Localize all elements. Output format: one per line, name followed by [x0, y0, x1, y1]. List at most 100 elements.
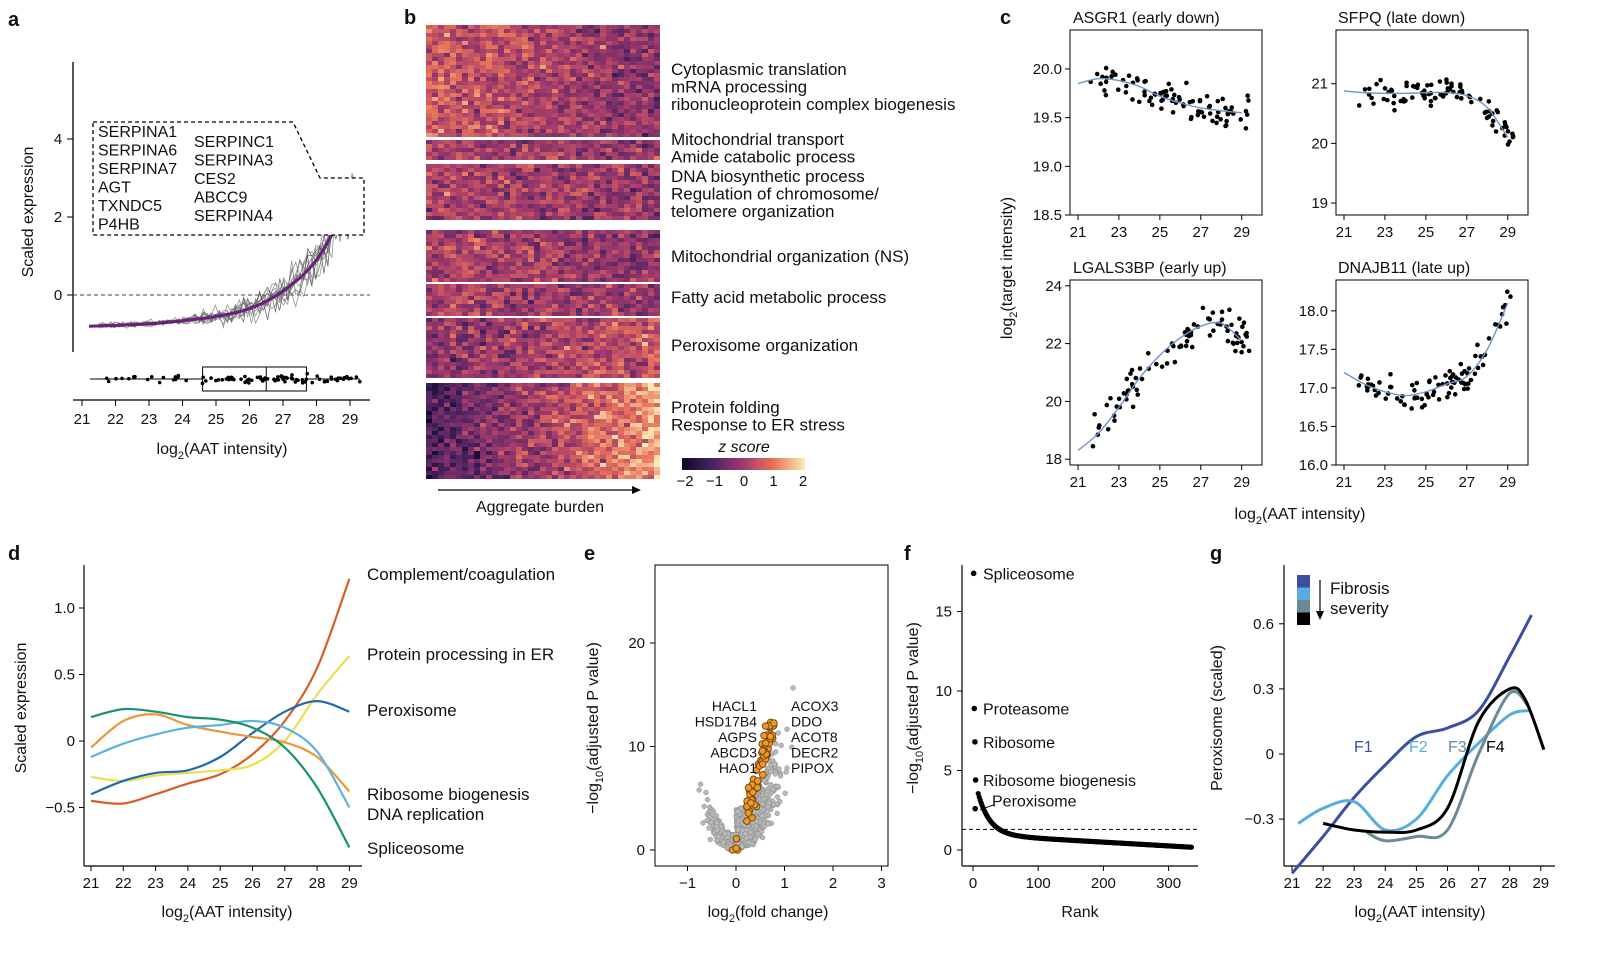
heatmap-cell — [564, 69, 570, 73]
y-tick-label: 19.5 — [1033, 110, 1062, 127]
heatmap-cell — [492, 304, 498, 308]
heatmap-cell — [528, 350, 534, 354]
heatmap-cell — [444, 467, 450, 471]
heatmap-cell — [546, 447, 552, 451]
heatmap-cell — [492, 85, 498, 89]
heatmap-cell — [636, 250, 642, 254]
heatmap-cell — [624, 387, 630, 391]
heatmap-cell — [534, 109, 540, 113]
heatmap-cell — [444, 407, 450, 411]
heatmap-cell — [498, 89, 504, 93]
heatmap-cell — [504, 250, 510, 254]
heatmap-cell — [558, 133, 564, 137]
sample-point — [239, 377, 243, 381]
heatmap-cell — [612, 140, 618, 144]
heatmap-cell — [432, 156, 438, 160]
heatmap-cell — [480, 53, 486, 57]
heatmap-cell — [486, 246, 492, 250]
heatmap-cell — [540, 304, 546, 308]
heatmap-cell — [444, 463, 450, 467]
heatmap-cell — [540, 238, 546, 242]
data-point — [1159, 106, 1164, 111]
heatmap-cell — [504, 129, 510, 133]
x-tick-label: 21 — [1336, 474, 1353, 491]
sample-point — [230, 375, 234, 379]
heatmap-cell — [558, 300, 564, 304]
heatmap-cell — [594, 156, 600, 160]
heatmap-cell — [450, 415, 456, 419]
heatmap-cell — [450, 383, 456, 387]
heatmap-cell — [456, 391, 462, 395]
heatmap-cell — [546, 234, 552, 238]
heatmap-cell — [492, 156, 498, 160]
heatmap-cell — [552, 443, 558, 447]
heatmap-cell — [576, 395, 582, 399]
heatmap-cell — [468, 362, 474, 366]
heatmap-cell — [624, 362, 630, 366]
heatmap-cell — [648, 93, 654, 97]
heatmap-cell — [444, 415, 450, 419]
heatmap-cell — [582, 188, 588, 192]
heatmap-cell — [582, 427, 588, 431]
heatmap-cell — [438, 342, 444, 346]
heatmap-cell — [642, 41, 648, 45]
heatmap-cell — [612, 403, 618, 407]
heatmap-cell — [588, 117, 594, 121]
heatmap-cell — [486, 262, 492, 266]
heatmap-cell — [618, 431, 624, 435]
heatmap-cell — [642, 204, 648, 208]
heatmap-cell — [516, 109, 522, 113]
heatmap-cell — [582, 423, 588, 427]
heatmap-cell — [486, 312, 492, 316]
heatmap-cell — [630, 427, 636, 431]
heatmap-cell — [552, 109, 558, 113]
heatmap-cell — [492, 188, 498, 192]
heatmap-cell — [432, 274, 438, 278]
heatmap-cell — [486, 57, 492, 61]
data-point — [1171, 110, 1176, 115]
heatmap-cell — [636, 395, 642, 399]
heatmap-cell — [624, 212, 630, 216]
heatmap-cell — [570, 29, 576, 33]
heatmap-cell — [522, 180, 528, 184]
heatmap-cell — [492, 212, 498, 216]
heatmap-cell — [588, 250, 594, 254]
heatmap-cell — [462, 117, 468, 121]
data-point — [1366, 376, 1371, 381]
heatmap-cell — [498, 152, 504, 156]
heatmap-cell — [510, 133, 516, 137]
heatmap-cell — [612, 395, 618, 399]
heatmap-cell — [552, 274, 558, 278]
heatmap-cell — [438, 184, 444, 188]
heatmap-cell — [480, 29, 486, 33]
heatmap-cell — [576, 148, 582, 152]
heatmap-cell — [588, 459, 594, 463]
heatmap-cell — [504, 133, 510, 137]
heatmap-cell — [588, 308, 594, 312]
heatmap-cell — [642, 308, 648, 312]
heatmap-cell — [546, 395, 552, 399]
heatmap-cell — [540, 300, 546, 304]
heatmap-cell — [588, 419, 594, 423]
heatmap-cell — [426, 192, 432, 196]
heatmap-cell — [534, 45, 540, 49]
heatmap-cell — [576, 354, 582, 358]
heatmap-cell — [528, 370, 534, 374]
heatmap-cell — [594, 411, 600, 415]
heatmap-cell — [444, 184, 450, 188]
heatmap-cell — [564, 300, 570, 304]
heatmap-cell — [438, 322, 444, 326]
heatmap-cell — [504, 93, 510, 97]
heatmap-cell — [582, 65, 588, 69]
heatmap-cell — [432, 318, 438, 322]
heatmap-cell — [606, 463, 612, 467]
heatmap-cell — [594, 292, 600, 296]
heatmap-cell — [462, 109, 468, 113]
heatmap-cell — [510, 188, 516, 192]
heatmap-cell — [516, 262, 522, 266]
heatmap-cell — [444, 57, 450, 61]
heatmap-cell — [522, 250, 528, 254]
heatmap-cell — [582, 101, 588, 105]
heatmap-cell — [438, 258, 444, 262]
